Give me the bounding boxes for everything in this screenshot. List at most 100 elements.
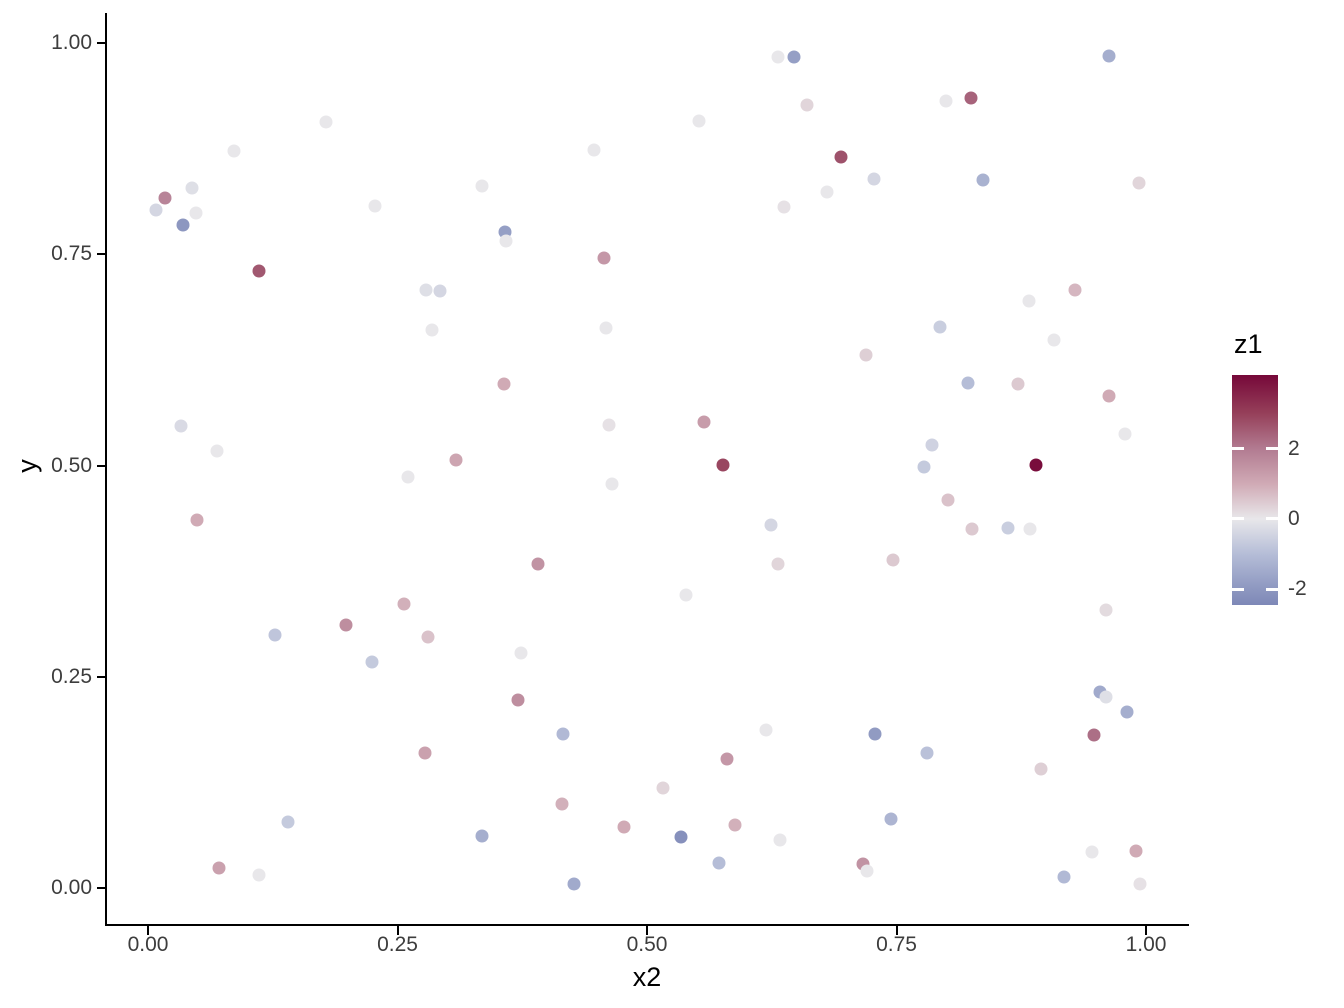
data-point bbox=[771, 50, 785, 64]
colorbar-tick-mark bbox=[1232, 587, 1244, 591]
data-point bbox=[433, 284, 447, 298]
data-point bbox=[252, 868, 266, 882]
data-point bbox=[227, 144, 241, 158]
data-point bbox=[884, 812, 897, 826]
data-point bbox=[1102, 49, 1116, 63]
data-point bbox=[1029, 458, 1043, 472]
data-point bbox=[712, 856, 726, 870]
y-tick-label: 1.00 bbox=[51, 31, 92, 54]
data-point bbox=[397, 597, 411, 611]
colorbar-tick-mark bbox=[1266, 517, 1278, 521]
data-point bbox=[976, 173, 990, 187]
data-point bbox=[860, 864, 874, 878]
data-point bbox=[401, 470, 415, 484]
y-tick-label: 0.25 bbox=[51, 664, 92, 688]
data-point bbox=[771, 557, 785, 571]
data-point bbox=[419, 283, 433, 297]
x-tick-mark bbox=[1145, 926, 1147, 935]
data-point bbox=[867, 172, 881, 186]
data-point bbox=[1133, 877, 1147, 891]
data-point bbox=[587, 143, 601, 157]
data-point bbox=[941, 493, 955, 507]
x-tick-label: 0.25 bbox=[377, 933, 418, 956]
x-tick-label: 0.50 bbox=[626, 933, 668, 956]
data-point bbox=[597, 251, 611, 265]
data-point bbox=[1132, 176, 1146, 190]
y-axis-line bbox=[105, 13, 107, 926]
data-point bbox=[185, 181, 199, 195]
data-point bbox=[1099, 603, 1113, 617]
data-point bbox=[1001, 521, 1015, 535]
colorbar-legend: z1 2 0 -2 bbox=[1222, 325, 1344, 625]
data-point bbox=[475, 829, 489, 843]
data-point bbox=[1068, 283, 1082, 297]
data-point bbox=[920, 746, 934, 760]
data-point bbox=[368, 199, 382, 213]
data-point bbox=[800, 98, 814, 112]
colorbar-tick-mark bbox=[1232, 517, 1244, 521]
data-point bbox=[365, 655, 379, 669]
data-point bbox=[497, 377, 511, 391]
colorbar-tick-mark bbox=[1232, 447, 1244, 451]
data-point bbox=[964, 91, 978, 105]
data-point bbox=[764, 518, 778, 532]
data-point bbox=[1047, 333, 1061, 347]
data-point bbox=[1034, 762, 1048, 776]
x-axis-title: x2 bbox=[632, 962, 662, 992]
data-point bbox=[252, 264, 266, 278]
data-point bbox=[961, 376, 975, 390]
data-point bbox=[602, 418, 616, 432]
x-tick-mark bbox=[895, 926, 898, 935]
data-point bbox=[939, 94, 953, 108]
data-point bbox=[511, 693, 525, 707]
data-point bbox=[692, 114, 706, 128]
data-point bbox=[1022, 294, 1036, 308]
data-point bbox=[1129, 844, 1143, 858]
data-point bbox=[281, 815, 295, 829]
x-tick-mark bbox=[396, 926, 399, 935]
y-tick-label: 0.50 bbox=[51, 453, 92, 477]
data-point bbox=[886, 553, 899, 567]
x-tick-mark bbox=[646, 926, 648, 935]
data-point bbox=[1087, 728, 1101, 742]
x-tick-label: 0.75 bbox=[876, 933, 917, 956]
data-point bbox=[421, 630, 435, 644]
data-point bbox=[174, 419, 188, 433]
data-point bbox=[599, 321, 613, 335]
legend-title: z1 bbox=[1234, 329, 1263, 359]
plot-panel bbox=[107, 14, 1188, 925]
data-point bbox=[319, 115, 333, 129]
y-tick-mark bbox=[97, 887, 106, 889]
data-point bbox=[859, 348, 873, 362]
y-tick-label: 0.00 bbox=[51, 876, 92, 899]
data-point bbox=[1011, 377, 1025, 391]
data-point bbox=[499, 234, 513, 248]
data-point bbox=[605, 477, 619, 491]
colorbar-tick-label: 0 bbox=[1288, 506, 1300, 530]
data-point bbox=[728, 818, 742, 832]
data-point bbox=[425, 323, 439, 337]
data-point bbox=[1023, 522, 1037, 536]
data-point bbox=[917, 460, 931, 474]
data-point bbox=[1099, 690, 1113, 704]
x-tick-label: 1.00 bbox=[1125, 933, 1167, 956]
data-point bbox=[965, 522, 979, 536]
data-point bbox=[834, 150, 848, 164]
colorbar-tick-mark bbox=[1266, 587, 1278, 591]
data-point bbox=[149, 203, 163, 217]
colorbar-tick-mark bbox=[1266, 447, 1278, 451]
data-point bbox=[759, 723, 773, 737]
data-point bbox=[475, 179, 489, 193]
data-point bbox=[449, 453, 463, 467]
data-point bbox=[1102, 389, 1116, 403]
data-point bbox=[158, 191, 172, 205]
data-point bbox=[176, 218, 190, 232]
data-point bbox=[212, 861, 226, 875]
data-point bbox=[674, 830, 688, 844]
y-tick-mark bbox=[97, 675, 106, 678]
data-point bbox=[679, 588, 693, 602]
data-point bbox=[656, 781, 670, 795]
colorbar-gradient bbox=[1232, 375, 1278, 605]
data-point bbox=[716, 458, 730, 472]
